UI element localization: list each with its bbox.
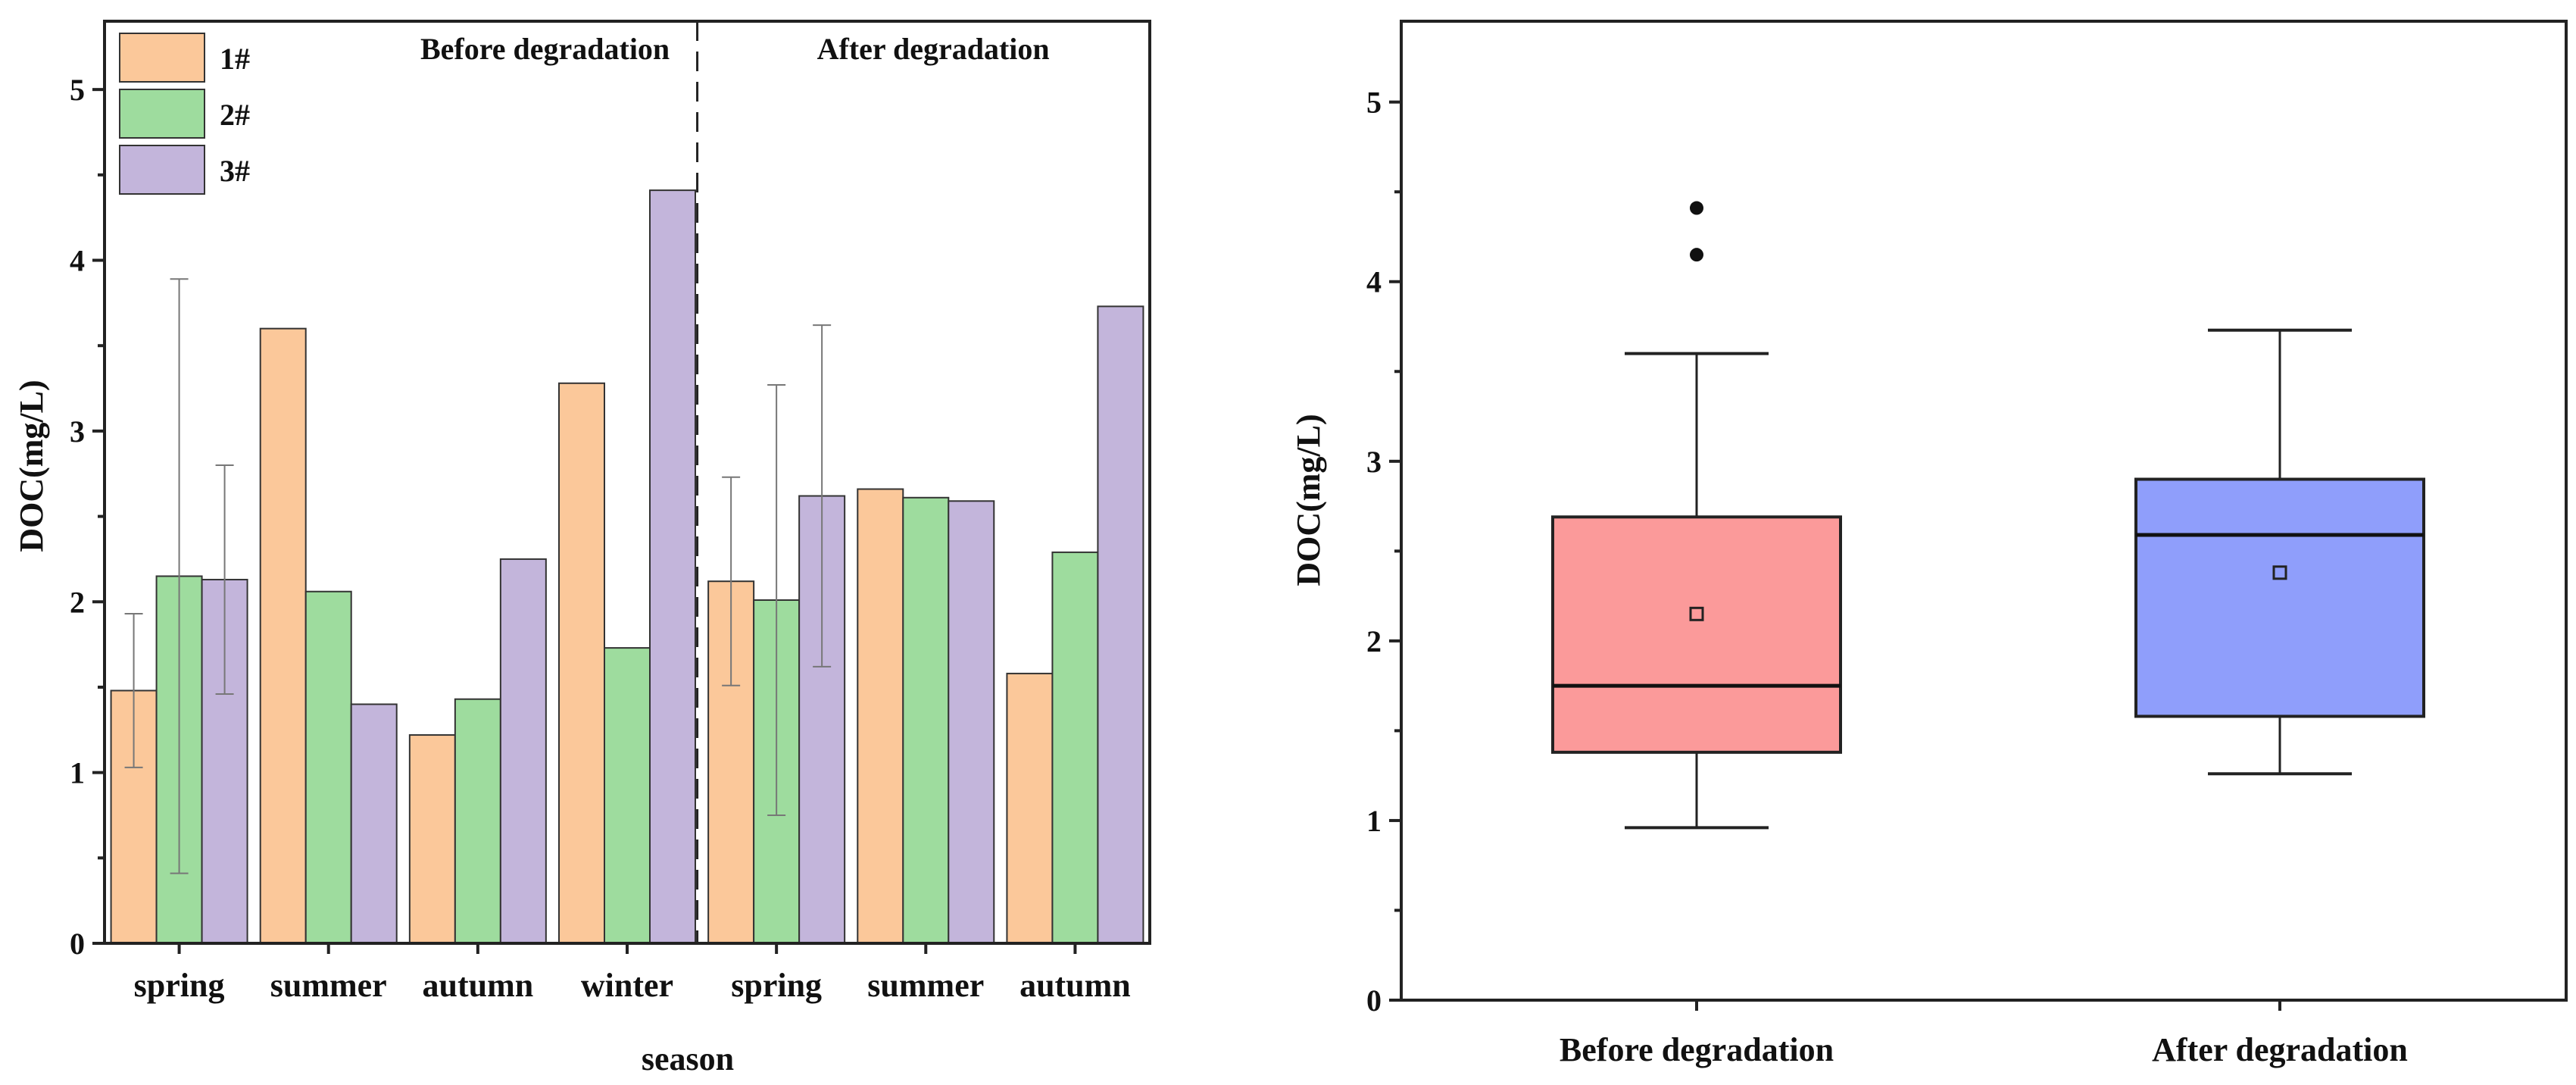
- y-tick-label: 2: [70, 585, 85, 619]
- bar-2#: [304, 590, 352, 945]
- box-1: [2134, 477, 2425, 718]
- box-group: [1551, 201, 2425, 830]
- y-tick-label: 0: [1366, 983, 1382, 1018]
- bar-2#: [604, 647, 651, 944]
- left-x-tick-labels: spring summer autumn winter spring summer autu…: [134, 943, 1131, 1004]
- bar-2#: [1051, 551, 1099, 944]
- right-y-ticks: 0 1 2 3 4 5: [1366, 86, 1401, 1018]
- left-y-ticks: 0 1 2 3 4 5: [70, 73, 105, 961]
- mean-marker: [2272, 565, 2287, 580]
- x-tick-label-autumn: autumn: [422, 967, 533, 1004]
- bar-3#: [499, 558, 547, 945]
- y-tick-label: 5: [70, 73, 85, 107]
- x-tick-label-spring: spring: [134, 967, 225, 1004]
- mean-marker: [1689, 606, 1704, 621]
- bar-1#: [857, 488, 904, 944]
- legend-label-3#: 3#: [220, 154, 250, 188]
- y-tick-label: 1: [70, 756, 85, 790]
- bar-3#: [649, 189, 696, 945]
- bar-1#: [259, 327, 307, 944]
- x-tick-label-winter: winter: [581, 967, 673, 1004]
- right-plot-frame: [1400, 20, 2568, 1002]
- left-x-axis-label: season: [642, 1040, 734, 1077]
- left-plot-frame: [103, 20, 1151, 945]
- right-y-axis-label: DOC(mg/L): [1290, 414, 1327, 586]
- bar-1#: [408, 734, 456, 944]
- y-tick-label: 3: [1366, 445, 1382, 479]
- group-label-after: After degradation: [817, 32, 1050, 66]
- x-tick-label-spring: spring: [731, 967, 822, 1004]
- y-tick-label: 0: [70, 927, 85, 961]
- left-y-axis-label: DOC(mg/L): [13, 380, 50, 552]
- y-tick-label: 4: [70, 244, 85, 278]
- legend-label-2#: 2#: [220, 98, 250, 132]
- y-tick-label: 2: [1366, 624, 1382, 658]
- bar-3#: [948, 500, 995, 944]
- legend-label-1#: 1#: [220, 42, 250, 76]
- bar-3#: [350, 703, 398, 945]
- box-0: [1551, 515, 1842, 754]
- legend-swatch-2#: [119, 89, 205, 139]
- box-plot-panel: DOC(mg/L) 0 1 2 3 4 5 Before degradation After…: [1290, 20, 2568, 1068]
- x-tick-label-summer: summer: [270, 967, 387, 1004]
- y-tick-label: 5: [1366, 86, 1382, 120]
- error-bars: [124, 278, 832, 874]
- x-tick-label-box-0: Before degradation: [1560, 1031, 1834, 1068]
- y-tick-label: 3: [70, 414, 85, 449]
- outlier-point: [1690, 201, 1703, 215]
- x-tick-label-autumn: autumn: [1019, 967, 1131, 1004]
- y-tick-label: 4: [1366, 265, 1382, 299]
- bar-2#: [902, 496, 950, 944]
- x-tick-label-box-1: After degradation: [2152, 1031, 2408, 1068]
- bar-chart-panel: DOC(mg/L) season 0 1 2 3 4 5 spring summer autu…: [13, 20, 1151, 1077]
- y-tick-label: 1: [1366, 804, 1382, 838]
- outlier-point: [1690, 248, 1703, 262]
- legend-swatch-3#: [119, 145, 205, 195]
- group-label-before: Before degradation: [420, 32, 670, 66]
- bar-1#: [558, 382, 605, 945]
- x-tick-label-summer: summer: [867, 967, 984, 1004]
- right-x-tick-labels: Before degradation After degradation: [1560, 1000, 2408, 1068]
- bar-group: [110, 189, 1144, 945]
- legend: 1# 2# 3#: [119, 33, 250, 195]
- bar-2#: [454, 698, 501, 945]
- legend-swatch-1#: [119, 33, 205, 83]
- bar-3#: [1097, 305, 1144, 944]
- bar-1#: [1006, 672, 1054, 944]
